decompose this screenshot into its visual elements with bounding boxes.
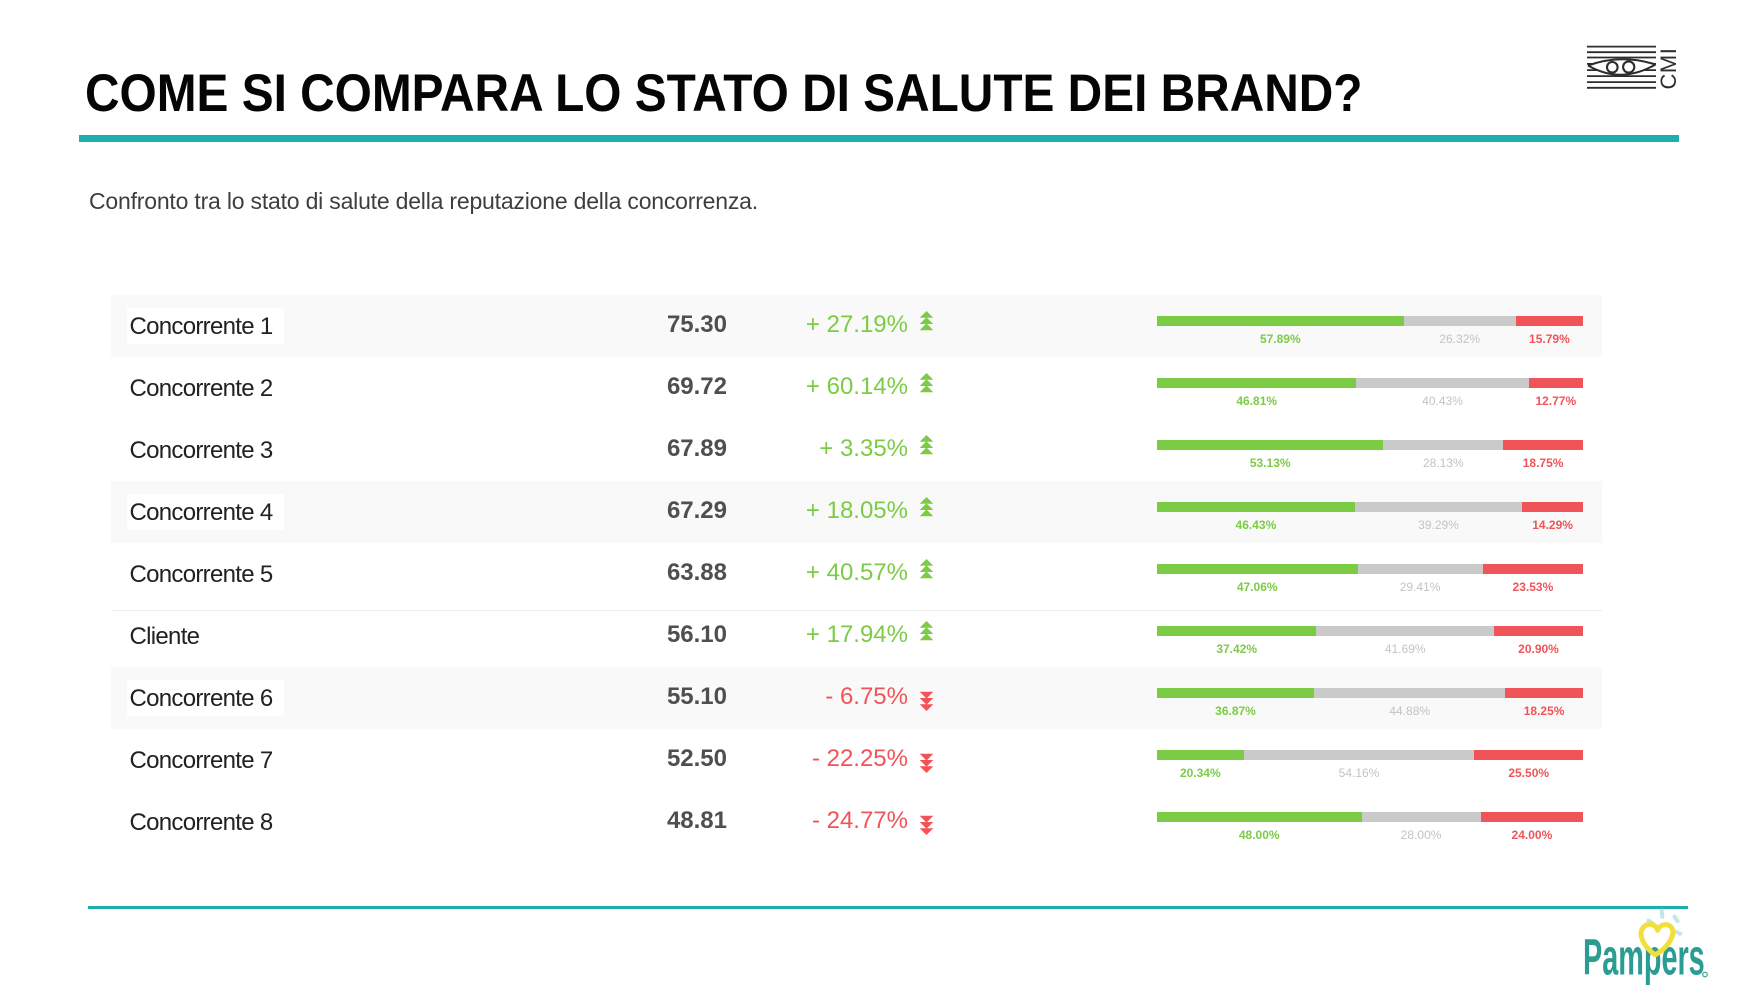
svg-text:CMI: CMI bbox=[1656, 48, 1681, 90]
